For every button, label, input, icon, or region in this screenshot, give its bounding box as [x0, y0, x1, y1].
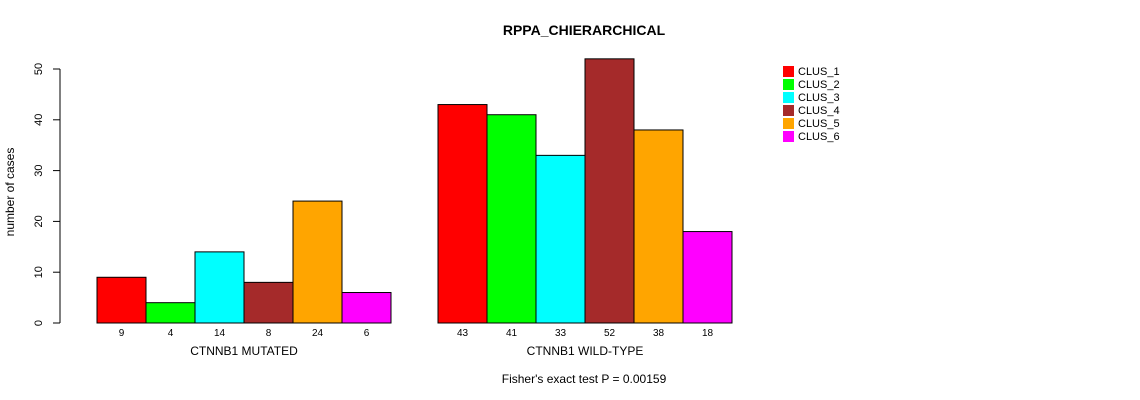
bars: 9 4 14 8 24 6 43 41 33 52 38 18	[96, 58, 733, 339]
bar-value-label: 33	[555, 328, 567, 339]
bar-clus-6-group-2	[682, 231, 733, 324]
legend-label: CLUS_3	[798, 92, 840, 104]
y-tick-label: 0	[33, 320, 45, 326]
group-label-2: CTNNB1 WILD-TYPE	[527, 344, 644, 358]
bar-clus-3-group-2	[535, 154, 586, 324]
legend-label: CLUS_1	[798, 66, 840, 78]
bar-value-label: 24	[312, 328, 324, 339]
bar-value-label: 38	[653, 328, 665, 339]
x-axis-label: Fisher's exact test P = 0.00159	[502, 372, 667, 386]
legend-label: CLUS_6	[798, 131, 840, 143]
y-tick-label: 10	[33, 266, 45, 278]
bar-clus-1-group-1	[96, 276, 147, 324]
legend-label: CLUS_4	[798, 105, 840, 117]
bar-value-label: 9	[119, 328, 125, 339]
bar-value-label: 41	[506, 328, 518, 339]
bar-clus-4-group-1	[243, 281, 294, 324]
y-tick-label: 20	[33, 215, 45, 227]
bar-value-label: 52	[604, 328, 616, 339]
bar-value-label: 18	[702, 328, 714, 339]
y-axis: 0 10 20 30 40 50	[33, 63, 61, 326]
group-label-1: CTNNB1 MUTATED	[190, 344, 298, 358]
bar-clus-3-group-1	[194, 251, 245, 324]
bar-value-label: 6	[364, 328, 370, 339]
legend-swatch	[783, 118, 794, 129]
y-tick-label: 50	[33, 63, 45, 75]
y-tick-label: 40	[33, 114, 45, 126]
legend-swatch	[783, 79, 794, 90]
bar-value-label: 43	[457, 328, 469, 339]
legend-label: CLUS_5	[798, 118, 840, 130]
legend-swatch	[783, 131, 794, 142]
bar-clus-5-group-2	[633, 129, 684, 324]
y-axis-label: number of cases	[3, 148, 17, 237]
bar-value-label: 8	[266, 328, 272, 339]
bar-value-label: 4	[168, 328, 174, 339]
legend-label: CLUS_2	[798, 79, 840, 91]
bar-clus-5-group-1	[292, 200, 343, 324]
bar-value-label: 14	[214, 328, 226, 339]
bar-clus-6-group-1	[341, 292, 392, 324]
bar-clus-2-group-2	[486, 114, 537, 324]
group-labels: CTNNB1 MUTATED CTNNB1 WILD-TYPE	[190, 344, 643, 358]
bar-clus-4-group-2	[584, 58, 635, 324]
legend-swatch	[783, 92, 794, 103]
legend-swatch	[783, 105, 794, 116]
legend-swatch	[783, 66, 794, 77]
y-tick-label: 30	[33, 164, 45, 176]
bar-clus-2-group-1	[145, 302, 196, 324]
chart-title: RPPA_CHIERARCHICAL	[503, 22, 666, 38]
bar-clus-1-group-2	[437, 104, 488, 324]
